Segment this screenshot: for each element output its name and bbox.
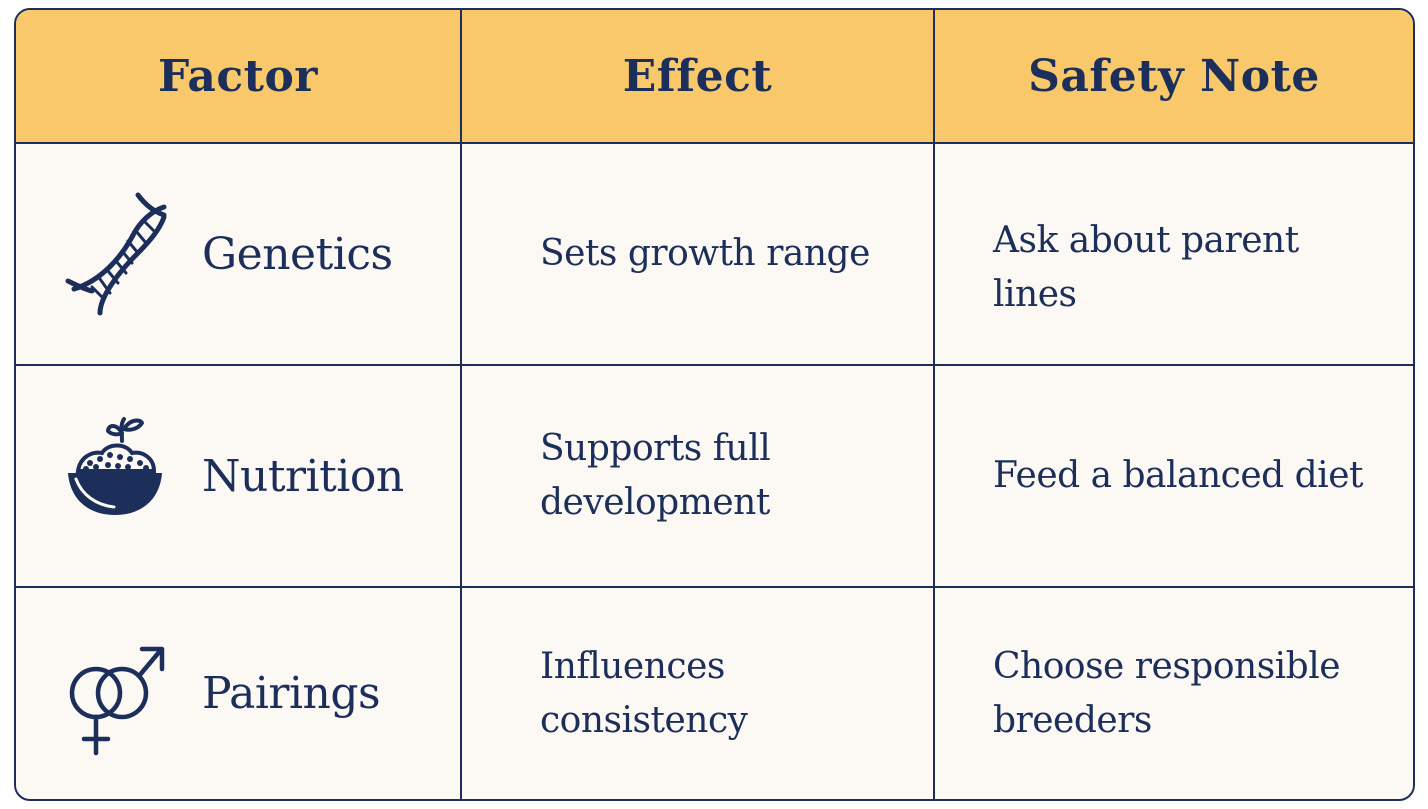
header-safety-note: Safety Note — [935, 10, 1413, 144]
row-nutrition-effect: Supports full development — [462, 366, 935, 588]
factor-table: Factor Effect Safety Note — [14, 8, 1415, 801]
row-genetics-safety-note: Ask about parent lines — [935, 144, 1413, 366]
row-genetics-factor: Genetics — [16, 144, 462, 366]
food-bowl-sprout-icon — [60, 411, 170, 541]
row-pairings-safety-note: Choose responsible breeders — [993, 645, 1341, 741]
row-nutrition-factor: Nutrition — [16, 366, 462, 588]
factor-label: Genetics — [202, 228, 393, 280]
row-genetics-effect: Sets growth range — [462, 144, 935, 366]
male-female-symbol-icon — [60, 629, 170, 759]
factor-label: Pairings — [202, 668, 381, 719]
header-factor: Factor — [16, 10, 462, 144]
header-effect: Effect — [462, 10, 935, 144]
row-pairings-effect: Influences consistency — [462, 588, 935, 799]
factor-label: Nutrition — [202, 450, 404, 502]
row-pairings-factor: Pairings — [16, 588, 462, 799]
row-nutrition-safety-note: Feed a balanced diet — [935, 366, 1413, 588]
dna-icon — [60, 189, 170, 319]
